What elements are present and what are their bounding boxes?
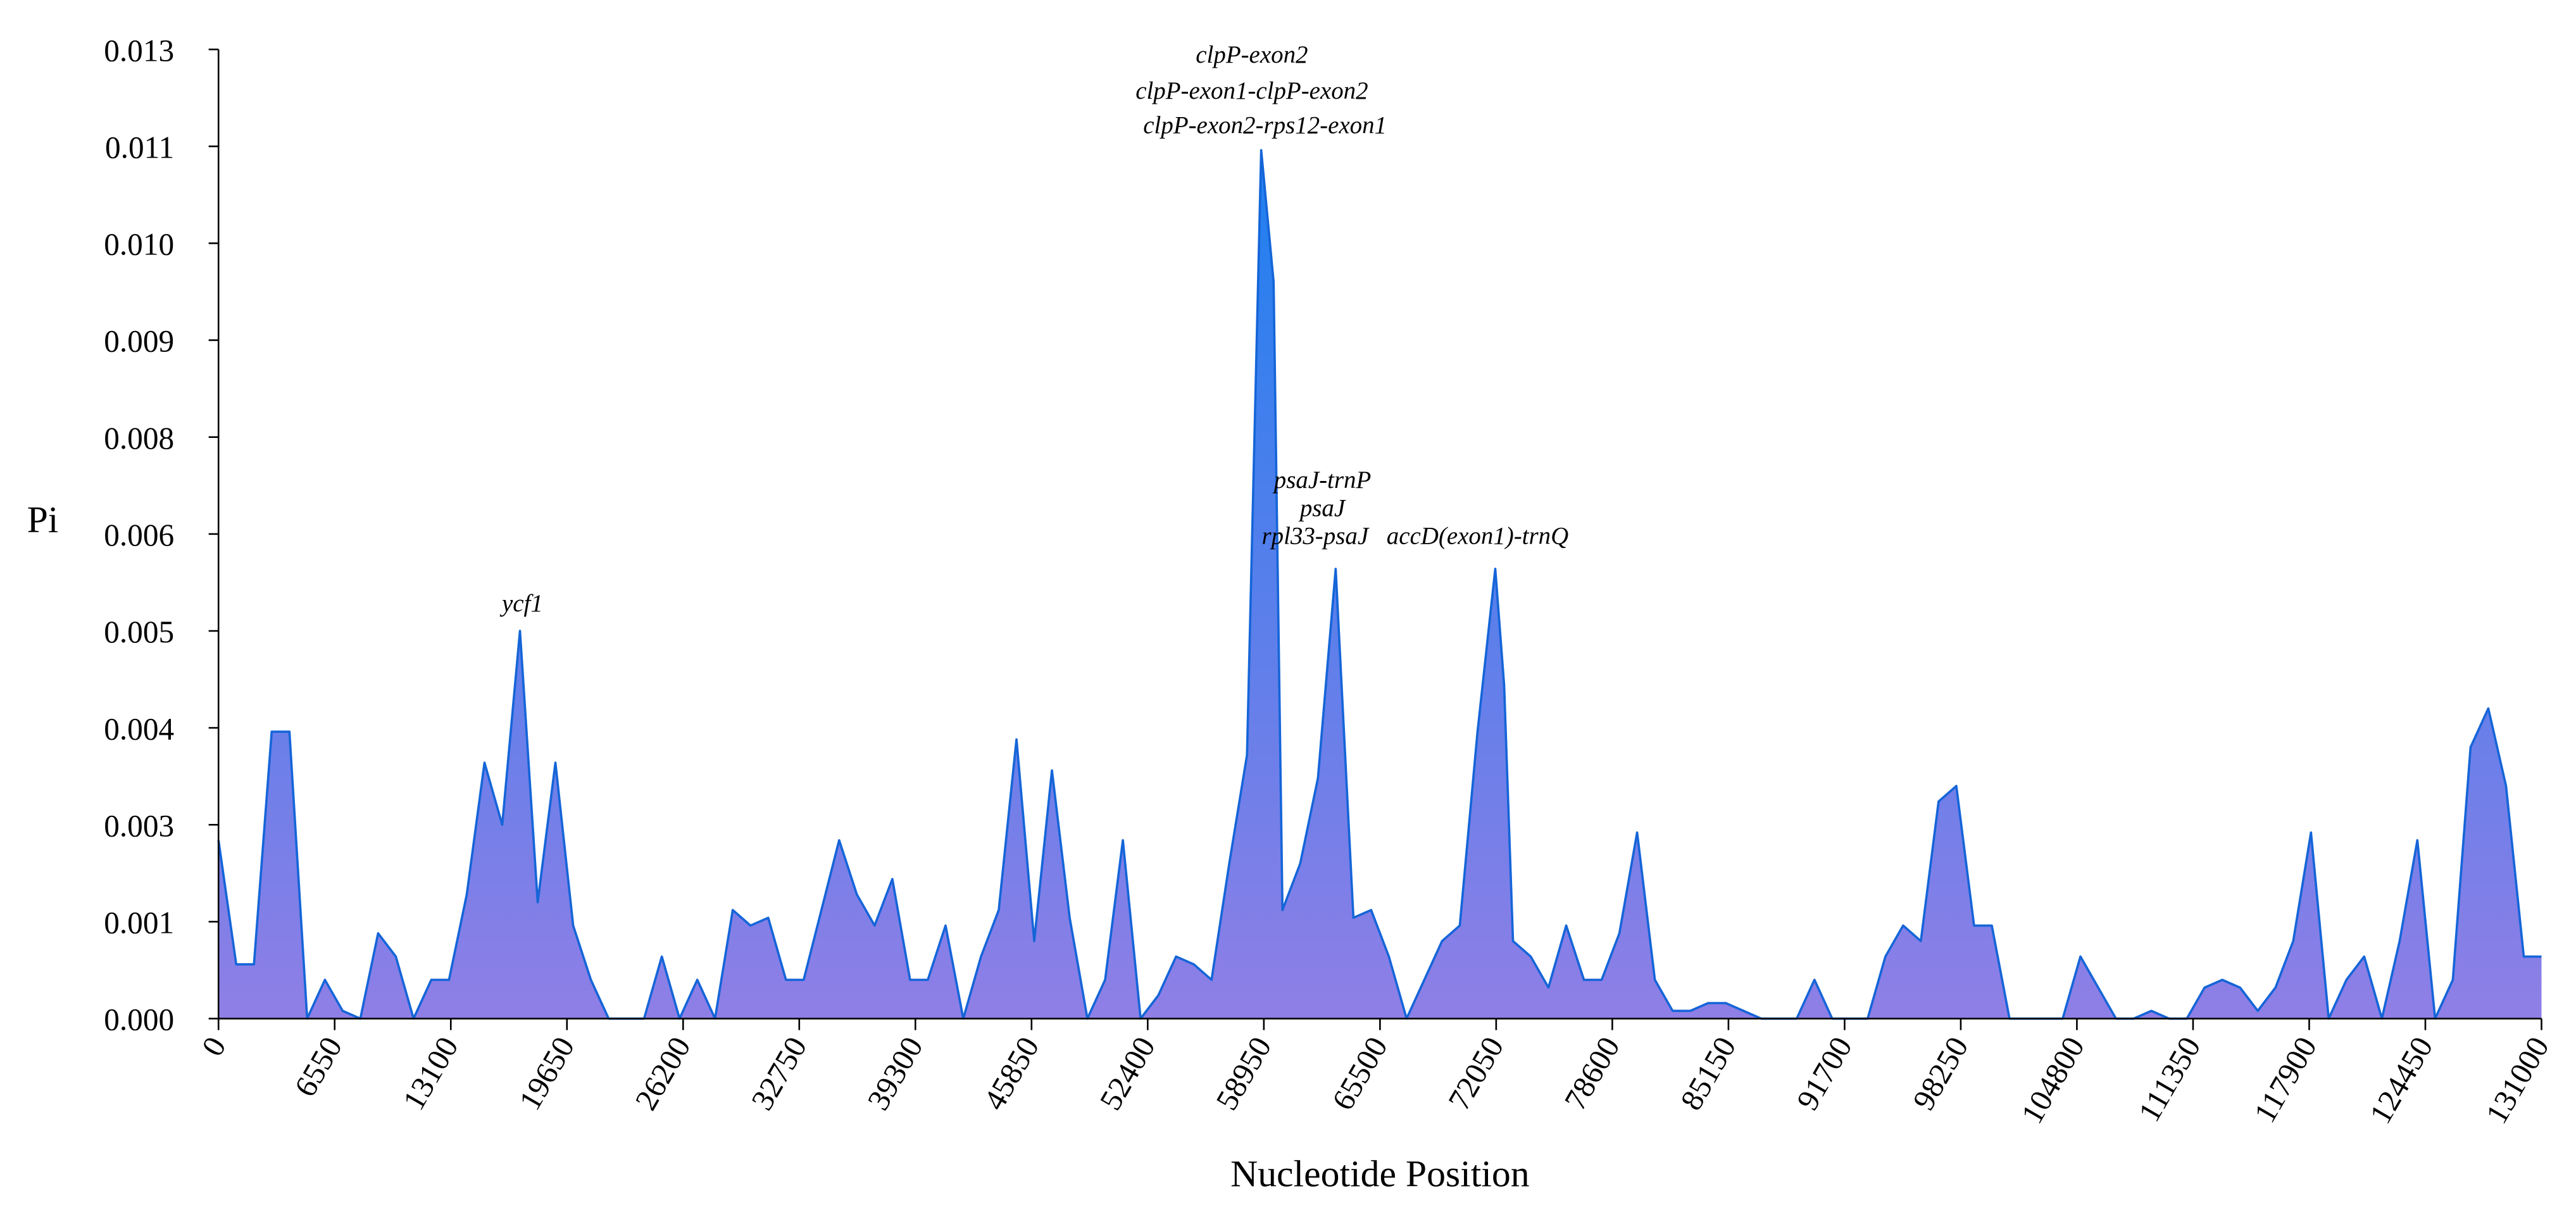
x-tick-label: 78600 bbox=[1558, 1031, 1627, 1116]
y-tick-label: 0.003 bbox=[104, 808, 174, 843]
area bbox=[218, 150, 2542, 1019]
x-tick-label: 104800 bbox=[2014, 1031, 2091, 1130]
y-tick-label: 0.004 bbox=[104, 711, 174, 746]
x-tick-label: 39300 bbox=[861, 1031, 930, 1116]
annotation: clpP-exon2 bbox=[1196, 41, 1308, 68]
x-tick-label: 98250 bbox=[1906, 1031, 1975, 1116]
x-tick-label: 85150 bbox=[1673, 1031, 1742, 1116]
x-tick-label: 6550 bbox=[287, 1031, 349, 1102]
y-axis-label: Pi bbox=[27, 499, 59, 540]
x-tick-label: 26200 bbox=[628, 1031, 697, 1116]
x-tick-label: 13100 bbox=[396, 1031, 465, 1116]
y-tick-label: 0.010 bbox=[104, 227, 174, 262]
annotation: clpP-exon2-rps12-exon1 bbox=[1143, 111, 1387, 139]
x-tick-label: 124450 bbox=[2363, 1031, 2440, 1130]
y-tick-label: 0.011 bbox=[105, 130, 174, 165]
x-tick-label: 131000 bbox=[2479, 1031, 2556, 1130]
x-tick-label: 72050 bbox=[1441, 1031, 1510, 1116]
x-tick-label: 19650 bbox=[512, 1031, 581, 1116]
x-tick-label: 117900 bbox=[2247, 1031, 2323, 1128]
x-tick-label: 91700 bbox=[1790, 1031, 1859, 1116]
annotation: accD(exon1)-trnQ bbox=[1387, 522, 1568, 549]
annotation: ycf1 bbox=[499, 590, 543, 617]
x-tick-label: 32750 bbox=[744, 1031, 813, 1116]
y-tick-label: 0.013 bbox=[104, 33, 174, 68]
y-tick-label: 0.001 bbox=[104, 906, 174, 940]
x-tick-label: 111350 bbox=[2132, 1031, 2208, 1127]
y-tick-label: 0.000 bbox=[104, 1002, 174, 1037]
x-tick-label: 0 bbox=[195, 1031, 233, 1062]
y-tick-label: 0.005 bbox=[104, 614, 174, 649]
y-tick-label: 0.008 bbox=[104, 421, 174, 456]
x-tick-label: 58950 bbox=[1209, 1031, 1278, 1116]
y-tick-label: 0.009 bbox=[104, 324, 174, 359]
y-tick-label: 0.006 bbox=[104, 518, 174, 552]
x-tick-label: 45850 bbox=[977, 1031, 1046, 1116]
annotation: clpP-exon1-clpP-exon2 bbox=[1135, 77, 1368, 104]
annotation: psaJ-trnP bbox=[1272, 466, 1372, 494]
annotation: rpl33-psaJ bbox=[1261, 522, 1369, 549]
x-tick-label: 65500 bbox=[1325, 1031, 1394, 1116]
x-axis-label: Nucleotide Position bbox=[1230, 1152, 1529, 1194]
x-tick-label: 52400 bbox=[1093, 1031, 1162, 1116]
annotation: psaJ bbox=[1298, 494, 1346, 521]
